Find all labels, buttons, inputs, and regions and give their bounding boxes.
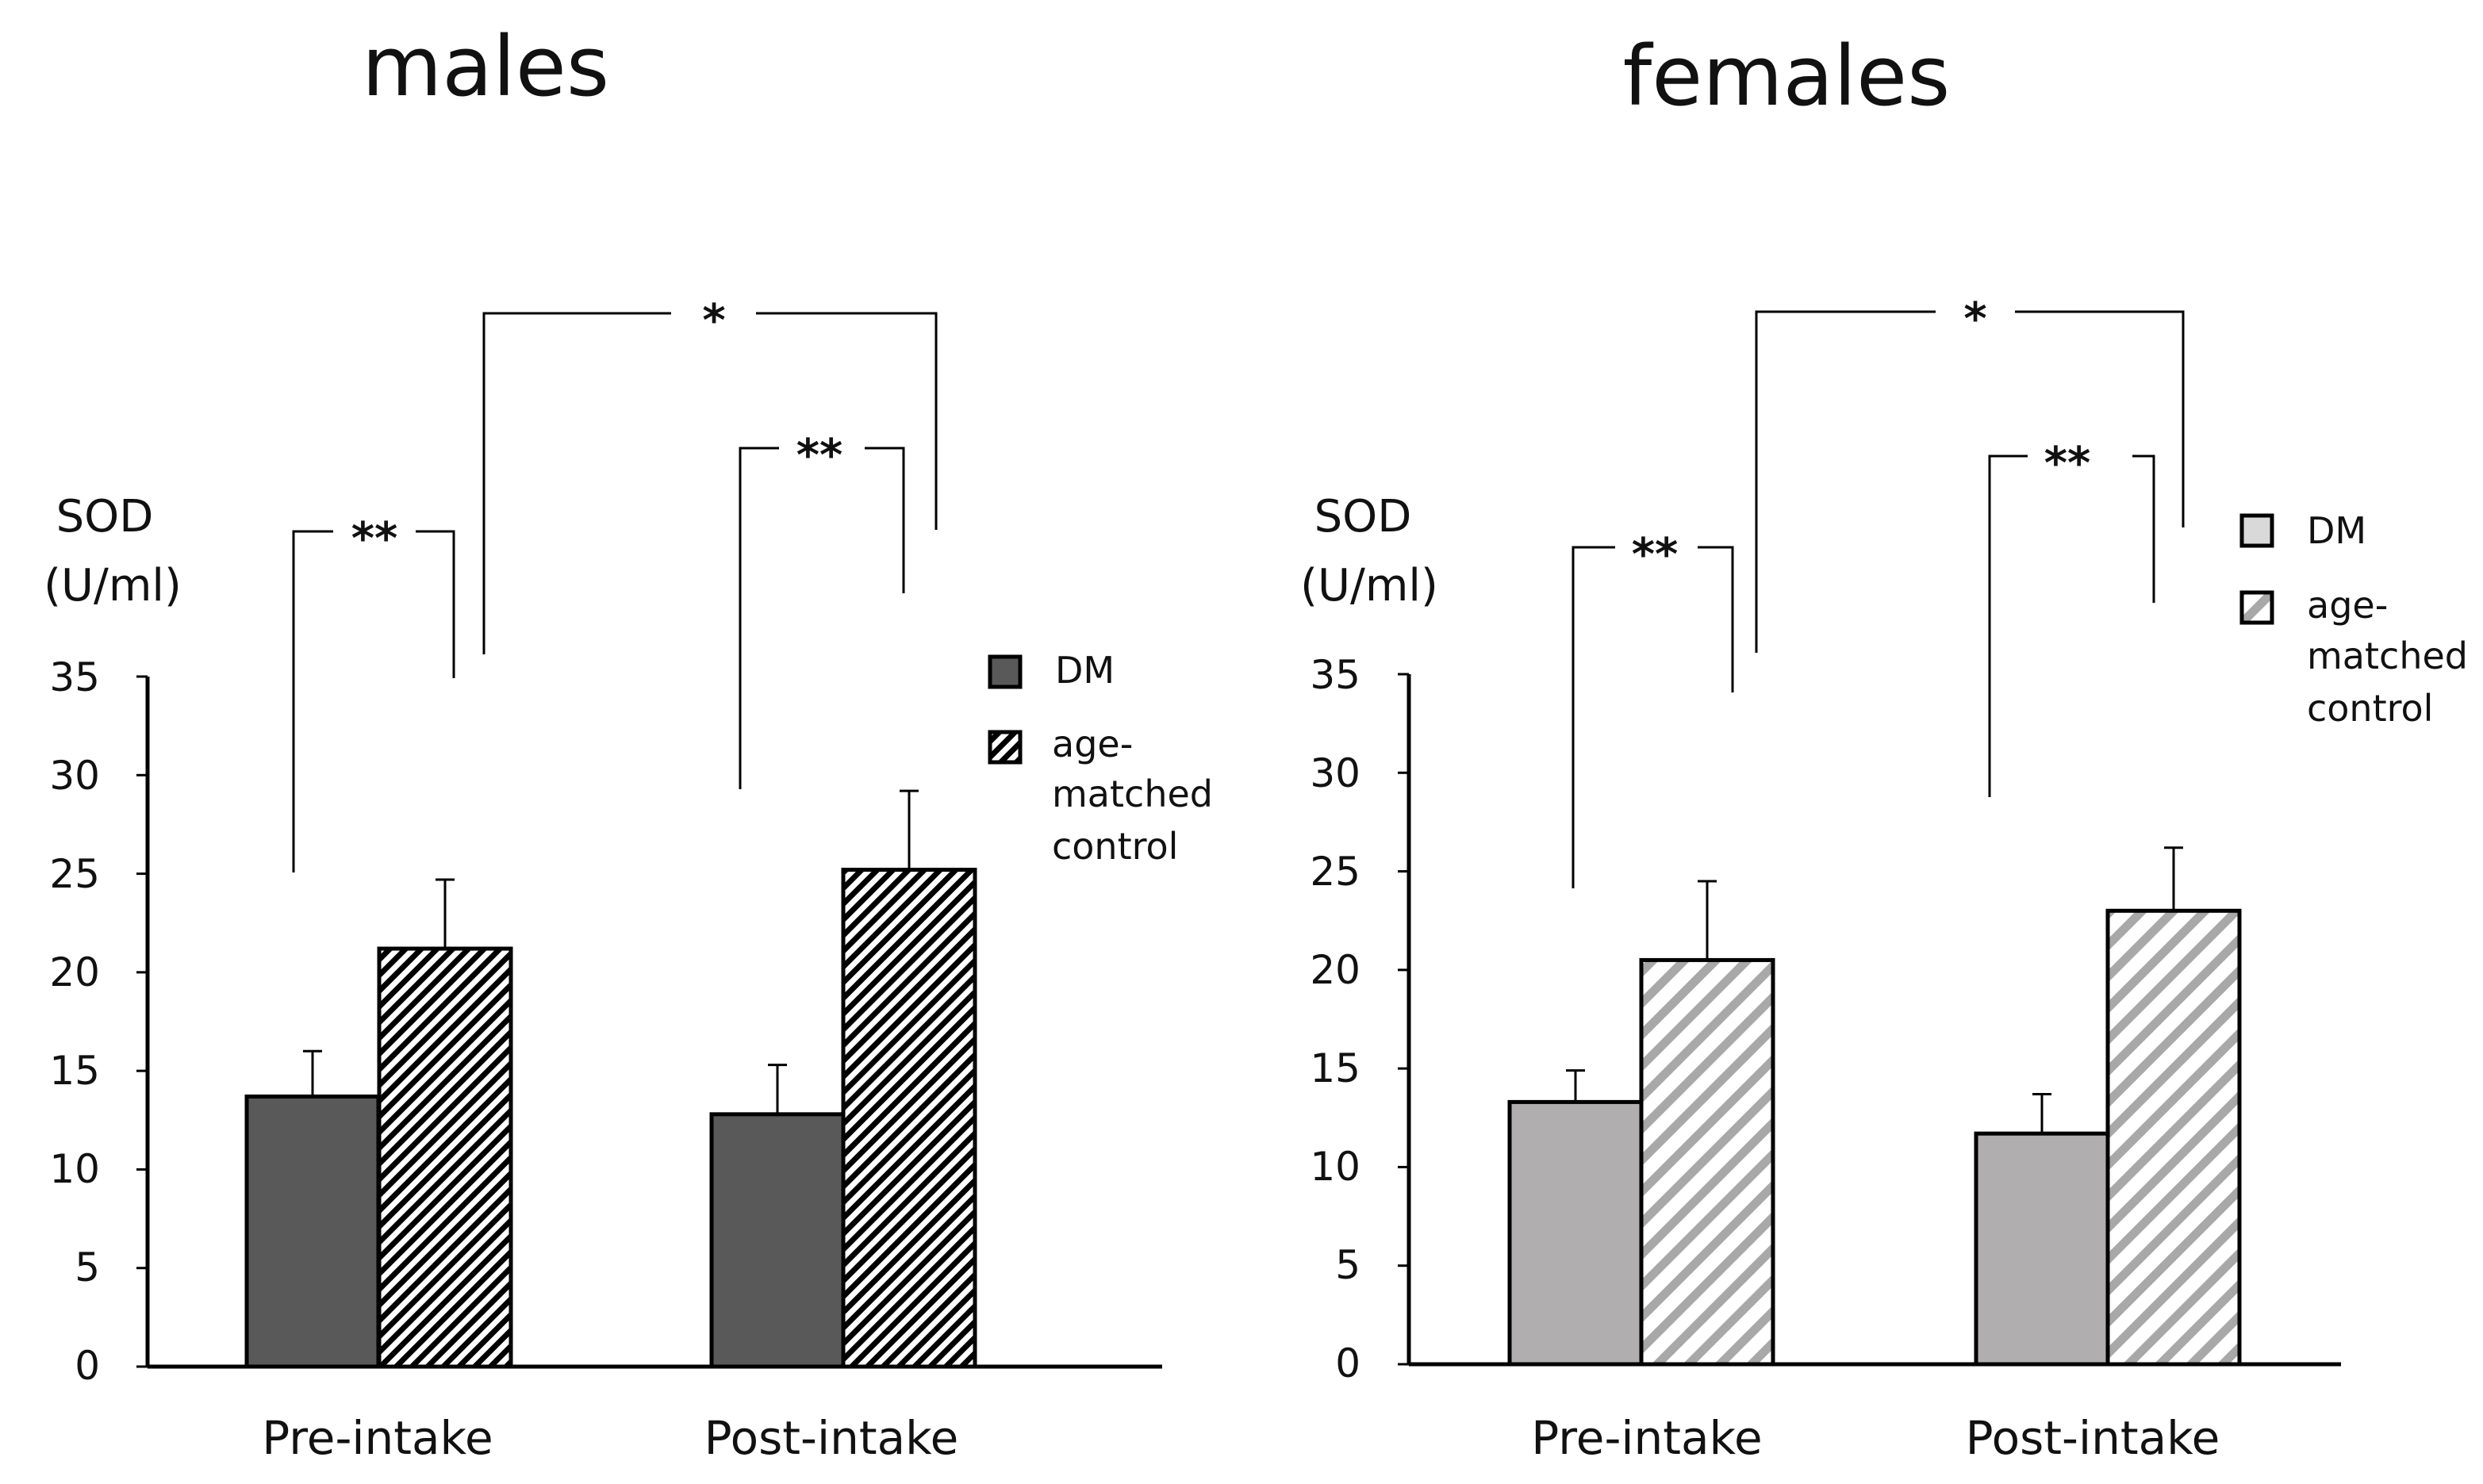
significance-label: ** (796, 430, 843, 481)
significance-label: * (1963, 293, 1986, 345)
legend: DM age- matched control (2239, 509, 2468, 730)
bar-control-pre-intake (377, 946, 513, 1369)
legend-label-dm: DM (2307, 509, 2366, 552)
y-axis-label-line2: (U/ml) (44, 560, 182, 612)
legend-label-control: age- (1052, 723, 1133, 765)
y-tick-label: 0 (75, 1343, 100, 1389)
bracket-pre-vs-post (1755, 310, 1936, 653)
bar-control-pre-intake (1639, 957, 1775, 1367)
error-bar-control-pre-intake (436, 878, 455, 949)
bracket-pre-intake (1572, 546, 1615, 888)
error-bar-control-post-intake (900, 789, 919, 870)
legend-label-control: matched (1052, 773, 1213, 815)
bar-control-post-intake (2105, 908, 2242, 1367)
significance-label: ** (351, 513, 398, 565)
bars (1507, 908, 2242, 1367)
legend-label-control: control (2307, 687, 2433, 730)
bracket-pre-vs-post (2015, 310, 2185, 527)
legend-label-control: age- (2307, 584, 2388, 627)
significance-label: ** (2044, 438, 2091, 489)
y-tick-label: 15 (49, 1048, 100, 1094)
error-bar-dm-post-intake (2032, 1092, 2051, 1134)
error-bar-dm-pre-intake (1566, 1069, 1585, 1102)
significance-brackets: ** ** * (292, 295, 938, 872)
y-tick-label: 10 (1310, 1144, 1360, 1190)
y-tick-labels: 0 5 10 15 20 25 30 35 (1310, 652, 1360, 1386)
bracket-post-intake (2132, 454, 2155, 603)
legend-swatch-dm (2239, 513, 2274, 548)
significance-label: ** (1632, 529, 1679, 581)
y-axis-label-line1: SOD (56, 491, 154, 543)
legend-label-control: control (1052, 825, 1178, 868)
panel-title: females (1623, 28, 1951, 125)
error-bars (1566, 846, 2183, 1134)
bracket-pre-vs-post (756, 312, 938, 530)
error-bar-dm-post-intake (768, 1064, 787, 1114)
bracket-pre-intake (416, 530, 455, 678)
bar-dm-post-intake (709, 1112, 846, 1369)
error-bar-dm-pre-intake (303, 1049, 322, 1097)
legend-label-control: matched (2307, 635, 2468, 677)
y-tick-label: 25 (49, 851, 100, 897)
legend-swatch-dm (988, 654, 1023, 689)
legend-label-dm: DM (1055, 649, 1115, 692)
y-tick-label: 20 (49, 949, 100, 995)
y-tick-label: 30 (49, 753, 100, 799)
y-tick-label: 5 (1335, 1242, 1360, 1288)
bar-dm-pre-intake (1507, 1099, 1644, 1367)
y-tick-label: 10 (49, 1146, 100, 1192)
significance-label: * (702, 295, 725, 347)
error-bar-control-post-intake (2164, 846, 2183, 911)
panel-title: males (362, 18, 609, 115)
bracket-pre-vs-post (482, 312, 671, 654)
bar-control-post-intake (841, 868, 977, 1369)
legend: DM age- matched control (988, 649, 1213, 868)
bracket-post-intake (1988, 454, 2028, 797)
y-tick-label: 20 (1310, 947, 1360, 993)
y-tick-label: 15 (1310, 1045, 1360, 1091)
x-category-label: Post-intake (1966, 1411, 2220, 1465)
bracket-pre-intake (292, 530, 333, 872)
significance-brackets: ** ** * (1572, 293, 2185, 888)
panel-females: females SOD (U/ml) 0 5 10 15 20 25 30 35 (1300, 28, 2468, 1465)
error-bars (303, 789, 919, 1114)
panel-males: males SOD (U/ml) 0 5 10 15 20 25 30 35 (44, 18, 1213, 1465)
error-bar-control-pre-intake (1698, 880, 1717, 961)
bracket-post-intake (739, 447, 779, 789)
x-category-label: Pre-intake (262, 1411, 493, 1465)
y-axis-label-line1: SOD (1314, 491, 1412, 543)
legend-swatch-control (988, 730, 1023, 765)
bar-dm-post-intake (1974, 1131, 2110, 1367)
y-tick-label: 25 (1310, 849, 1360, 895)
y-tick-labels: 0 5 10 15 20 25 30 35 (49, 654, 100, 1389)
y-axis-label-line2: (U/ml) (1300, 560, 1438, 612)
y-tick-label: 35 (1310, 652, 1360, 698)
bracket-pre-intake (1698, 546, 1734, 692)
bars (244, 868, 977, 1369)
y-tick-marks (136, 675, 148, 1368)
legend-swatch-control (2239, 590, 2274, 625)
x-category-label: Post-intake (704, 1411, 959, 1465)
y-tick-label: 35 (49, 654, 100, 700)
x-category-label: Pre-intake (1531, 1411, 1763, 1465)
y-tick-label: 5 (75, 1244, 100, 1290)
y-tick-label: 0 (1335, 1340, 1360, 1386)
bracket-post-intake (865, 447, 905, 593)
y-tick-label: 30 (1310, 750, 1360, 796)
bar-dm-pre-intake (244, 1094, 381, 1369)
